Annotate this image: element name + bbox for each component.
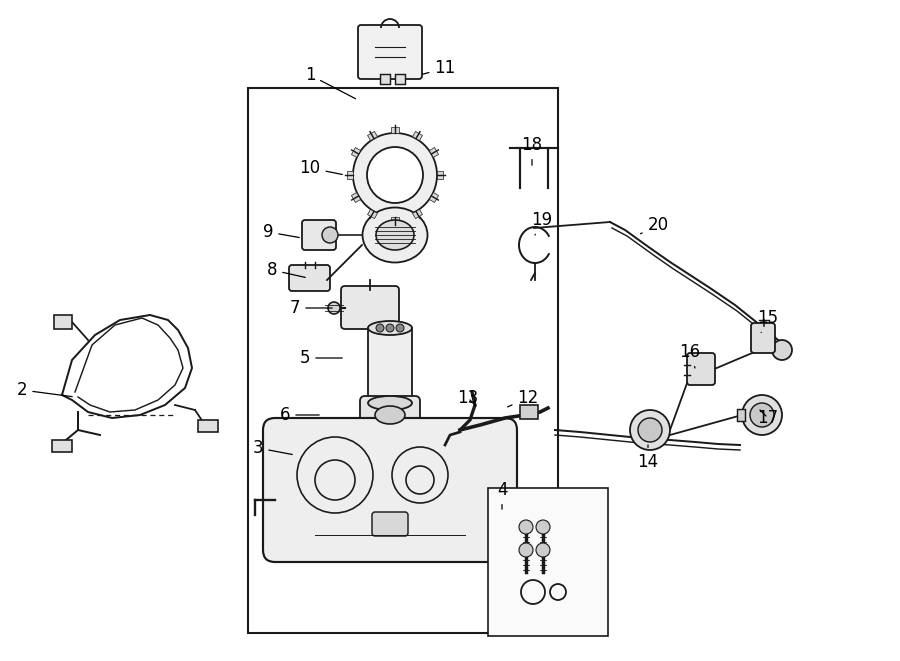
Bar xyxy=(429,192,438,202)
Bar xyxy=(351,147,361,157)
Text: 17: 17 xyxy=(758,409,778,427)
Text: 2: 2 xyxy=(17,381,72,399)
Bar xyxy=(367,210,377,219)
FancyBboxPatch shape xyxy=(372,512,408,536)
Circle shape xyxy=(772,340,792,360)
Bar xyxy=(54,315,72,329)
Circle shape xyxy=(376,324,384,332)
Text: 7: 7 xyxy=(290,299,332,317)
Ellipse shape xyxy=(368,396,412,410)
Circle shape xyxy=(353,133,437,217)
Text: 20: 20 xyxy=(641,216,669,234)
Circle shape xyxy=(536,543,550,557)
Text: 9: 9 xyxy=(263,223,300,241)
Circle shape xyxy=(519,543,533,557)
Text: 10: 10 xyxy=(300,159,342,177)
Circle shape xyxy=(322,227,338,243)
Bar xyxy=(52,440,72,452)
Bar xyxy=(198,420,218,432)
Bar xyxy=(347,171,353,179)
Text: 16: 16 xyxy=(680,343,700,368)
Circle shape xyxy=(328,302,340,314)
Bar xyxy=(391,217,399,223)
Text: 6: 6 xyxy=(280,406,319,424)
FancyBboxPatch shape xyxy=(341,286,399,329)
Text: 1: 1 xyxy=(305,66,356,98)
Text: 5: 5 xyxy=(300,349,342,367)
Bar xyxy=(351,192,361,202)
FancyBboxPatch shape xyxy=(289,265,330,291)
Text: 19: 19 xyxy=(531,211,553,235)
Text: 15: 15 xyxy=(758,309,778,332)
Bar xyxy=(391,127,399,133)
Ellipse shape xyxy=(363,208,428,262)
Bar xyxy=(412,210,422,219)
Text: 4: 4 xyxy=(497,481,508,509)
Circle shape xyxy=(396,324,404,332)
Circle shape xyxy=(536,520,550,534)
FancyBboxPatch shape xyxy=(751,323,775,353)
Bar xyxy=(368,328,412,403)
Ellipse shape xyxy=(368,321,412,335)
Circle shape xyxy=(742,395,782,435)
Text: 12: 12 xyxy=(508,389,538,407)
Bar xyxy=(380,74,390,84)
Text: 13: 13 xyxy=(457,389,479,407)
Ellipse shape xyxy=(376,220,414,250)
FancyBboxPatch shape xyxy=(360,396,420,433)
Circle shape xyxy=(630,410,670,450)
Text: 3: 3 xyxy=(253,439,292,457)
Ellipse shape xyxy=(375,406,405,424)
FancyBboxPatch shape xyxy=(263,418,517,562)
Bar xyxy=(412,132,422,141)
Bar xyxy=(395,74,405,84)
Circle shape xyxy=(638,418,662,442)
Text: 18: 18 xyxy=(521,136,543,165)
Bar xyxy=(429,147,438,157)
Bar xyxy=(367,132,377,141)
FancyBboxPatch shape xyxy=(302,220,336,250)
Circle shape xyxy=(750,403,774,427)
Bar xyxy=(737,409,745,421)
Text: 14: 14 xyxy=(637,445,659,471)
Text: 11: 11 xyxy=(423,59,455,77)
Bar xyxy=(248,88,558,633)
Circle shape xyxy=(386,324,394,332)
Bar xyxy=(437,171,443,179)
Bar xyxy=(520,405,538,419)
Circle shape xyxy=(367,147,423,203)
Text: 8: 8 xyxy=(266,261,305,279)
Circle shape xyxy=(519,520,533,534)
FancyBboxPatch shape xyxy=(358,25,422,79)
Bar xyxy=(488,488,608,636)
FancyBboxPatch shape xyxy=(687,353,715,385)
